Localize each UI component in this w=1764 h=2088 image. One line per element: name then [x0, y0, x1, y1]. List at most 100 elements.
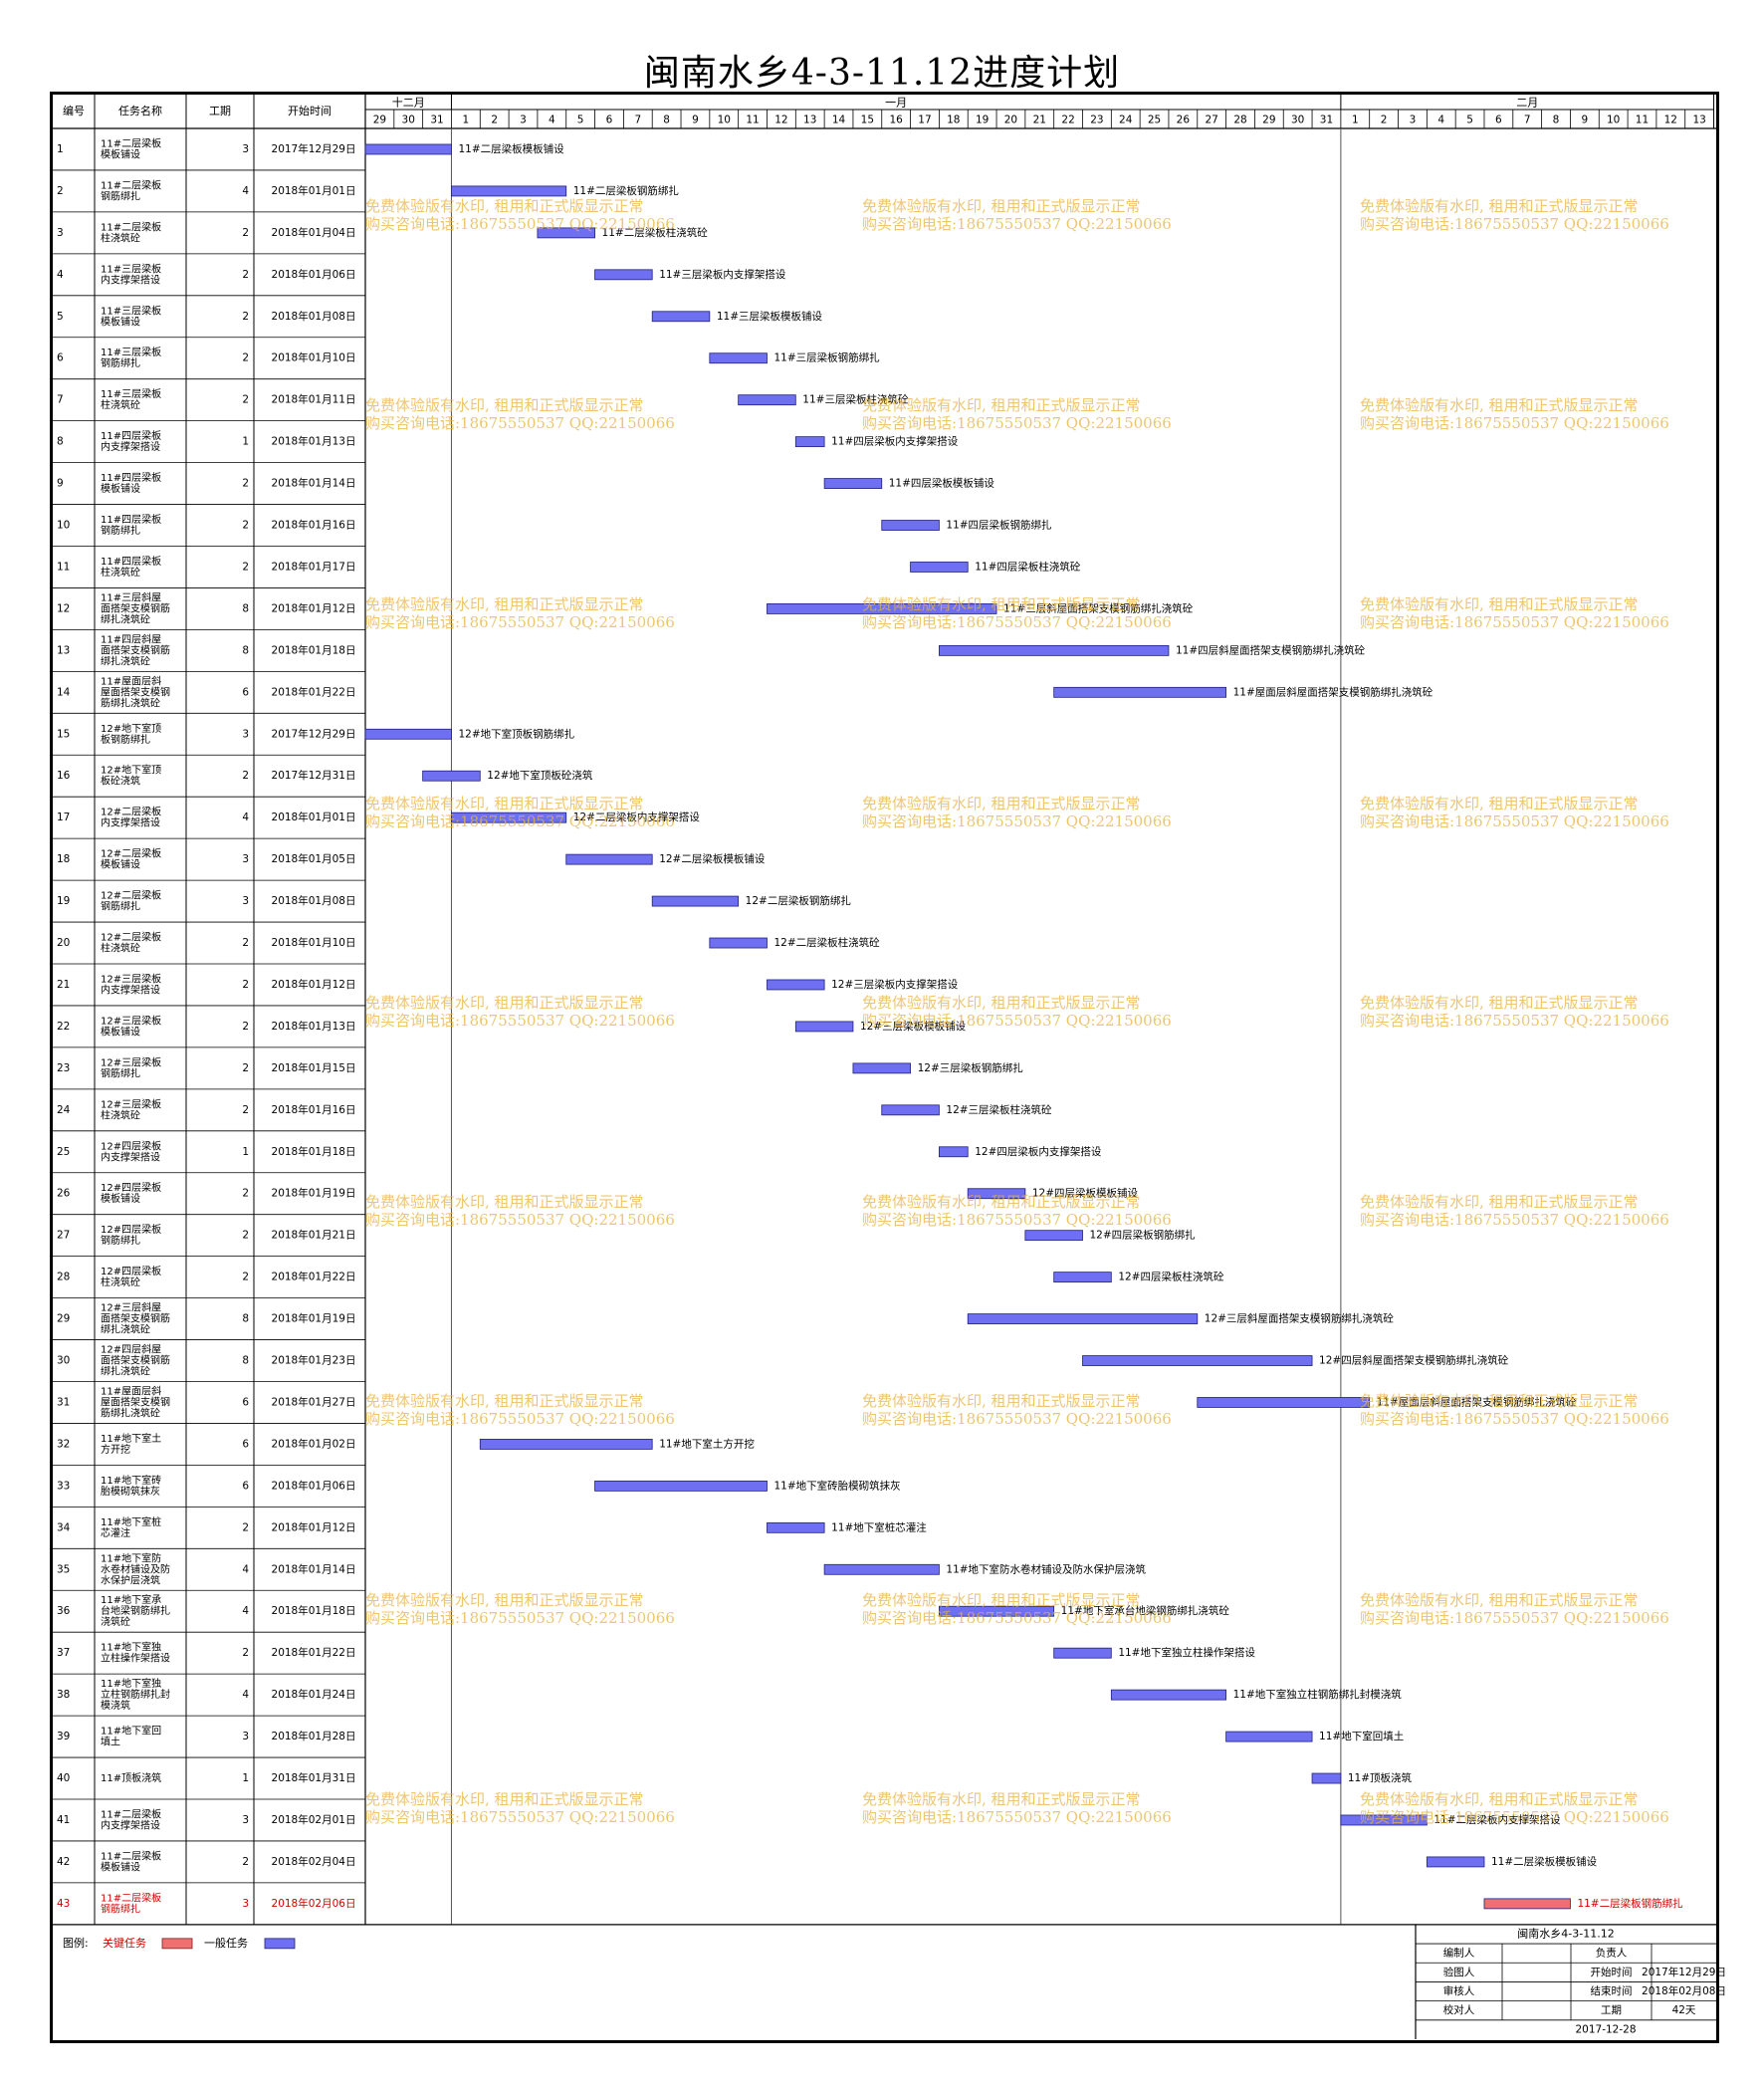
day-label: 2 [1381, 115, 1388, 126]
table-row: 11#三层梁板内支撑架搭设 2 2018年01月06日 [101, 262, 355, 286]
table-row: 11#二层梁板钢筋绑扎 3 2018年02月06日 [101, 1891, 355, 1915]
task-duration: 8 [242, 1355, 249, 1367]
header-duration: 工期 [209, 105, 231, 117]
day-label: 14 [832, 115, 846, 126]
task-id: 33 [57, 1480, 70, 1492]
task-start: 2018年01月16日 [272, 519, 356, 532]
bar-label: 11#地下室土方开挖 [659, 1437, 755, 1450]
task-name: 模板铺设 [101, 315, 140, 328]
task-name: 12#三层梁板 [101, 1097, 161, 1110]
task-name: 11#地下室独 [101, 1641, 161, 1654]
task-name: 11#二层梁板 [101, 1849, 161, 1862]
task-id: 40 [57, 1772, 70, 1784]
table-row: 12#三层梁板模板铺设 2 2018年01月13日 [101, 1014, 355, 1038]
task-duration: 2 [242, 1521, 249, 1533]
task-name: 12#三层梁板 [101, 1014, 161, 1027]
task-id: 20 [57, 937, 70, 949]
task-name: 模板铺设 [101, 147, 140, 160]
task-duration: 2 [242, 1647, 249, 1659]
task-start: 2018年01月08日 [272, 310, 356, 323]
task-id: 15 [57, 728, 70, 740]
task-start: 2018年01月16日 [272, 1103, 356, 1116]
task-bar [451, 812, 567, 823]
table-row: 11#地下室承台地梁钢筋绑扎浇筑砼 4 2018年01月18日 [101, 1593, 355, 1628]
task-duration: 2 [242, 394, 249, 406]
task-duration: 2 [242, 269, 249, 281]
info-box-cell: 工期 [1601, 2004, 1622, 2016]
bar-label: 11#三层梁板柱浇筑砼 [802, 393, 909, 406]
task-duration: 8 [242, 602, 249, 614]
task-id: 36 [57, 1605, 71, 1617]
day-label: 7 [634, 115, 641, 126]
task-id: 24 [57, 1104, 71, 1116]
day-label: 12 [1664, 115, 1677, 126]
task-id: 19 [57, 895, 70, 907]
info-box-cell: 开始时间 [1591, 1966, 1633, 1978]
task-name: 板钢筋绑扎 [101, 733, 150, 746]
header-name: 任务名称 [118, 104, 162, 117]
month-label: 二月 [1516, 97, 1538, 110]
task-name: 11#四层梁板 [101, 471, 161, 484]
task-id: 37 [57, 1647, 70, 1659]
table-row: 11#二层梁板模板铺设 2 2018年02月04日 [101, 1849, 355, 1873]
task-id: 2 [57, 185, 64, 197]
task-start: 2018年01月23日 [272, 1354, 356, 1367]
task-name: 芯灌注 [101, 1526, 130, 1539]
info-box-cell: 42天 [1672, 2004, 1696, 2016]
bar-label: 11#三层梁板模板铺设 [717, 310, 823, 323]
task-duration: 1 [242, 1146, 249, 1158]
task-id: 42 [57, 1856, 70, 1868]
task-duration: 3 [242, 853, 249, 865]
task-name: 绑扎浇筑砼 [101, 612, 150, 625]
task-name: 12#四层梁板 [101, 1223, 161, 1236]
task-name: 钢筋绑扎 [101, 1234, 140, 1247]
task-start: 2017年12月29日 [272, 727, 356, 740]
info-box-cell: 审核人 [1443, 1984, 1475, 1997]
table-row: 12#四层梁板内支撑架搭设 1 2018年01月18日 [101, 1139, 355, 1163]
task-name: 11#二层梁板 [101, 1807, 161, 1820]
task-bar [767, 1521, 825, 1533]
task-bar [823, 1563, 940, 1575]
day-label: 24 [1119, 115, 1133, 126]
info-box-cell: 2017年12月29日 [1642, 1966, 1726, 1978]
task-start: 2018年01月27日 [272, 1395, 356, 1408]
day-label: 10 [1607, 115, 1620, 126]
task-start: 2018年01月18日 [272, 643, 356, 656]
task-name: 11#二层梁板 [101, 136, 161, 149]
table-row: 11#三层梁板模板铺设 2 2018年01月08日 [101, 304, 355, 328]
task-id: 8 [57, 436, 64, 448]
day-label: 3 [1410, 115, 1417, 126]
table-row: 11#地下室砖胎模砌筑抹灰 6 2018年01月06日 [101, 1474, 355, 1498]
task-name: 11#地下室桩 [101, 1515, 161, 1528]
task-bar [910, 562, 969, 573]
task-start: 2018年01月24日 [272, 1688, 356, 1701]
task-duration: 2 [242, 478, 249, 490]
task-name: 柱浇筑砼 [101, 1276, 140, 1288]
day-label: 2 [491, 115, 498, 126]
task-name: 11#四层梁板 [101, 513, 161, 526]
info-box-date: 2017-12-28 [1575, 2023, 1636, 2035]
task-duration: 4 [242, 1689, 249, 1701]
task-bar [939, 1146, 969, 1158]
table-row: 11#地下室土方开挖 6 2018年01月02日 [101, 1432, 355, 1456]
task-duration: 2 [242, 1856, 249, 1868]
day-label: 4 [1437, 115, 1444, 126]
bar-label: 11#三层梁板钢筋绑扎 [773, 351, 880, 364]
task-bar [767, 603, 997, 614]
bar-label: 12#三层梁板模板铺设 [860, 1020, 967, 1033]
table-row: 12#四层斜屋面搭架支模钢筋绑扎浇筑砼 8 2018年01月23日 [101, 1343, 355, 1378]
task-start: 2018年01月12日 [272, 601, 356, 614]
task-id: 26 [57, 1188, 71, 1200]
task-bar [364, 143, 452, 155]
task-name: 11#二层梁板 [101, 178, 161, 191]
task-name: 面搭架支模钢筋 [101, 1312, 170, 1325]
task-id: 5 [57, 311, 64, 323]
bar-label: 11#四层梁板柱浇筑砼 [975, 560, 1081, 573]
task-bar [709, 937, 768, 949]
task-name: 11#地下室砖 [101, 1474, 161, 1487]
task-start: 2018年01月01日 [272, 184, 356, 197]
day-label: 29 [1262, 115, 1275, 126]
task-id: 3 [57, 227, 64, 239]
task-start: 2018年01月19日 [272, 1187, 356, 1200]
